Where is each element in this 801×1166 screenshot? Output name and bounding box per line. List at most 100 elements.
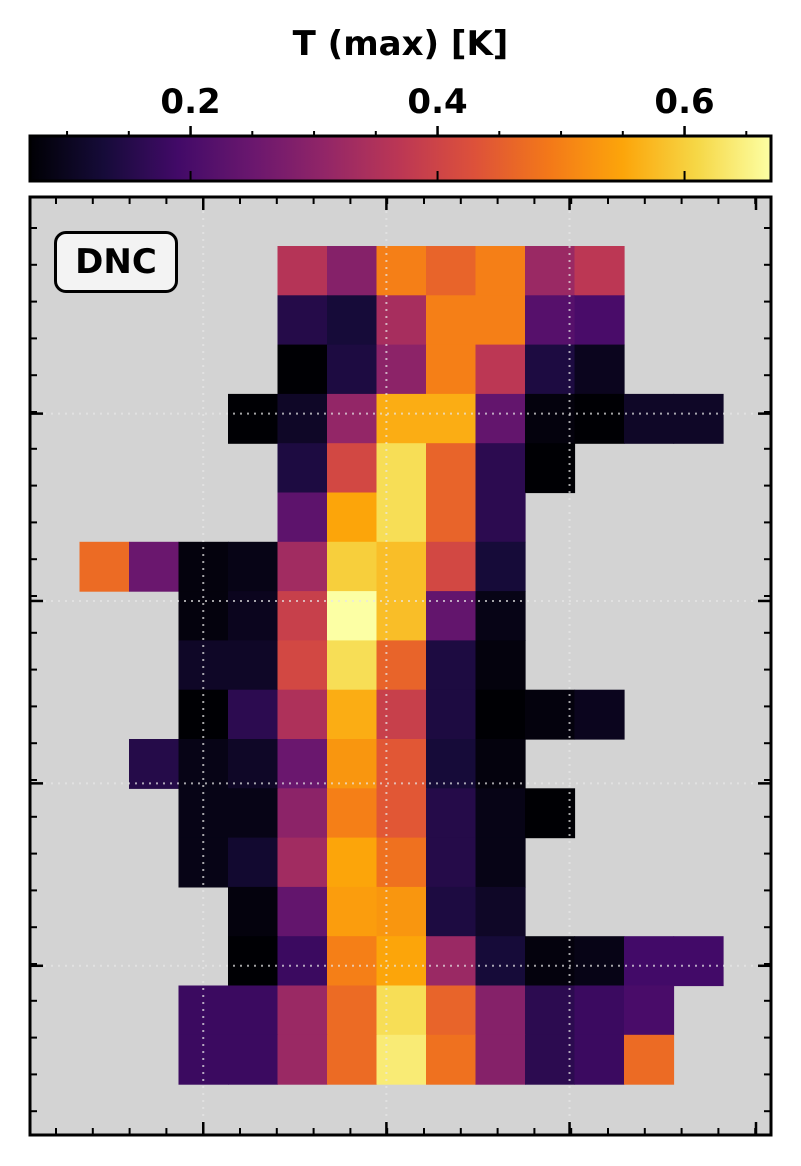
heatmap-cell bbox=[376, 393, 427, 444]
heatmap-cell bbox=[475, 393, 526, 444]
heatmap-cell bbox=[624, 985, 675, 1036]
heatmap-cell bbox=[129, 541, 180, 592]
heatmap-cell bbox=[277, 837, 328, 888]
heatmap-cell bbox=[228, 788, 279, 839]
heatmap-cell bbox=[525, 689, 576, 740]
heatmap-cell bbox=[624, 936, 675, 987]
heatmap-cell bbox=[277, 788, 328, 839]
heatmap-cell bbox=[228, 393, 279, 444]
heatmap-cell bbox=[228, 591, 279, 641]
heatmap-cell bbox=[327, 591, 378, 641]
heatmap-cell bbox=[426, 1034, 477, 1085]
heatmap-cell bbox=[624, 393, 675, 444]
heatmap-cell bbox=[228, 689, 279, 740]
heatmap-cell bbox=[327, 344, 378, 395]
heatmap-cell bbox=[525, 788, 576, 839]
colorbar-tick-label: 0.4 bbox=[407, 82, 467, 122]
heatmap-cell bbox=[277, 936, 328, 987]
heatmap-cell bbox=[673, 936, 724, 987]
heatmap-cell bbox=[228, 886, 279, 937]
heatmap-cell bbox=[376, 443, 427, 494]
plot-frame bbox=[28, 195, 773, 1137]
heatmap-cell bbox=[426, 541, 477, 592]
heatmap-cell bbox=[574, 985, 625, 1036]
heatmap-cell bbox=[426, 393, 477, 444]
heatmap-cell bbox=[426, 344, 477, 395]
heatmap-cell bbox=[277, 344, 328, 395]
heatmap-cell bbox=[327, 393, 378, 444]
heatmap-cell bbox=[376, 739, 427, 789]
heatmap-cell bbox=[277, 541, 328, 592]
heatmap-cell bbox=[525, 246, 576, 296]
heatmap-cell bbox=[525, 393, 576, 444]
heatmap-cell bbox=[475, 640, 526, 691]
heatmap-cell bbox=[475, 689, 526, 740]
heatmap-cell bbox=[178, 640, 229, 691]
heatmap-cell bbox=[574, 246, 625, 296]
heatmap-cell bbox=[426, 788, 477, 839]
heatmap-cell bbox=[624, 1034, 675, 1085]
heatmap-cell bbox=[475, 788, 526, 839]
heatmap-cell bbox=[129, 739, 180, 789]
heatmap-cell bbox=[426, 640, 477, 691]
heatmap-cell bbox=[376, 936, 427, 987]
heatmap-cell bbox=[475, 591, 526, 641]
colorbar-title: T (max) [K] bbox=[292, 24, 509, 64]
heatmap-cell bbox=[178, 541, 229, 592]
heatmap-cell bbox=[574, 295, 625, 346]
heatmap-cell bbox=[327, 739, 378, 789]
heatmap-cell bbox=[574, 936, 625, 987]
heatmap-cell bbox=[376, 886, 427, 937]
heatmap-cell bbox=[426, 936, 477, 987]
heatmap-cell bbox=[327, 837, 378, 888]
panel-label-text: DNC bbox=[75, 242, 157, 282]
heatmap-cell bbox=[277, 985, 328, 1036]
heatmap-cell bbox=[475, 1034, 526, 1085]
heatmap-cell bbox=[327, 443, 378, 494]
heatmap-cell bbox=[277, 591, 328, 641]
heatmap-cell bbox=[376, 837, 427, 888]
heatmap-cell bbox=[327, 936, 378, 987]
heatmap-cell bbox=[228, 640, 279, 691]
heatmap-cell bbox=[574, 344, 625, 395]
heatmap-cell bbox=[327, 541, 378, 592]
heatmap-cell bbox=[475, 295, 526, 346]
heatmap-cell bbox=[327, 492, 378, 543]
colorbar-tick-label: 0.2 bbox=[160, 82, 220, 122]
heatmap-cell bbox=[277, 443, 328, 494]
heatmap-cell bbox=[228, 739, 279, 789]
heatmap-cell bbox=[277, 689, 328, 740]
heatmap-cell bbox=[475, 344, 526, 395]
heatmap-cell bbox=[376, 640, 427, 691]
heatmap-cell bbox=[228, 837, 279, 888]
heatmap-cell bbox=[426, 246, 477, 296]
heatmap-cell bbox=[426, 886, 477, 937]
heatmap-cell bbox=[525, 443, 576, 494]
heatmap-cell bbox=[277, 246, 328, 296]
heatmap-cell bbox=[228, 1034, 279, 1085]
heatmap-cell bbox=[277, 1034, 328, 1085]
heatmap-cell bbox=[426, 591, 477, 641]
heatmap-cell bbox=[376, 1034, 427, 1085]
panel-label: DNC bbox=[54, 231, 178, 293]
heatmap-cell bbox=[79, 541, 130, 592]
heatmap-cell bbox=[475, 739, 526, 789]
heatmap-cell bbox=[574, 1034, 625, 1085]
heatmap-cell bbox=[327, 1034, 378, 1085]
heatmap-cell bbox=[475, 936, 526, 987]
heatmap-cell bbox=[426, 837, 477, 888]
heatmap-cell bbox=[376, 344, 427, 395]
heatmap-cell bbox=[178, 739, 229, 789]
heatmap-cell bbox=[376, 295, 427, 346]
heatmap-cell bbox=[475, 443, 526, 494]
heatmap-cell bbox=[426, 492, 477, 543]
heatmap-cell bbox=[376, 689, 427, 740]
heatmap-cell bbox=[277, 886, 328, 937]
heatmap-cell bbox=[327, 985, 378, 1036]
heatmap-cell bbox=[426, 443, 477, 494]
heatmap-cell bbox=[178, 689, 229, 740]
heatmap-cell bbox=[228, 985, 279, 1036]
heatmap-cell bbox=[277, 393, 328, 444]
heatmap-cell bbox=[327, 295, 378, 346]
